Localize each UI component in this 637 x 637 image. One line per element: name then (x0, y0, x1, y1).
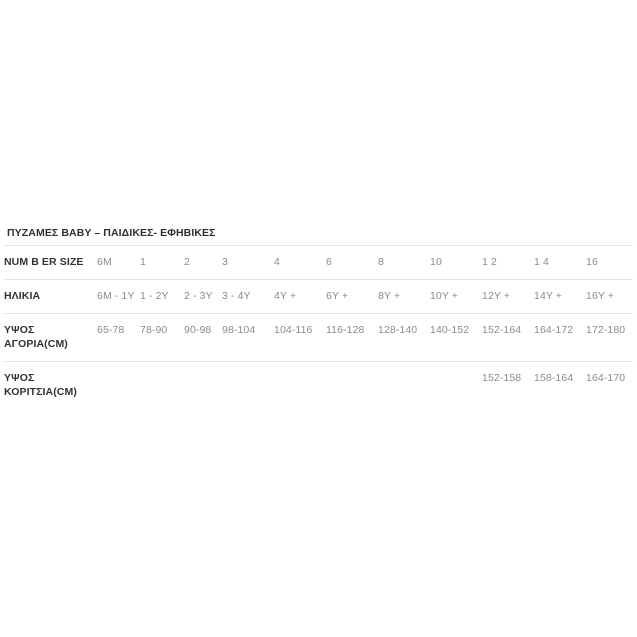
cell-number-size-0: 6M (97, 256, 112, 268)
cell-height-girls-2 (184, 362, 222, 410)
cell-height-boys-10: 172-180 (586, 324, 626, 336)
table-row: ΗΛΙΚΙΑ 6M - 1Y 1 - 2Y 2 - 3Y 3 - 4Y 4Y +… (4, 279, 633, 314)
cell-age-10: 16Y + (586, 290, 615, 302)
cell-number-size-10: 16 (586, 256, 598, 268)
cell-height-boys-7: 140-152 (430, 324, 470, 336)
cell-height-boys-8: 152-164 (482, 324, 522, 336)
cell-number-size-1: 1 (140, 256, 146, 268)
cell-number-size-5: 6 (326, 256, 332, 268)
size-chart: ΠΥΖΑΜΕΣ BABY – ΠΑΙΔΙΚΕΣ- ΕΦΗΒΙΚΕΣ NUM B … (4, 226, 633, 409)
cell-height-boys-5: 116-128 (326, 324, 365, 336)
cell-age-3: 3 - 4Y (222, 290, 251, 302)
cell-age-9: 14Y + (534, 290, 563, 302)
cell-age-4: 4Y + (274, 290, 297, 302)
cell-age-5: 6Y + (326, 290, 349, 302)
cell-height-girls-9: 158-164 (534, 372, 574, 384)
cell-height-boys-9: 164-172 (534, 324, 574, 336)
cell-age-0: 6M - 1Y (97, 290, 135, 302)
cell-number-size-2: 2 (184, 256, 190, 268)
cell-height-boys-1: 78-90 (140, 324, 168, 336)
cell-height-boys-0: 65-78 (97, 324, 125, 336)
cell-age-8: 12Y + (482, 290, 511, 302)
table-row: ΥΨΟΣ ΚΟΡΙΤΣΙΑ(CM) 152-158 158-164 164-17… (4, 361, 633, 410)
cell-height-boys-2: 90-98 (184, 324, 212, 336)
cell-height-girls-6 (378, 362, 430, 410)
cell-height-boys-4: 104-116 (274, 324, 313, 336)
cell-number-size-4: 4 (274, 256, 280, 268)
cell-height-girls-1 (140, 362, 184, 410)
row-label-number-size: NUM B ER SIZE (4, 256, 84, 268)
cell-height-girls-7 (430, 362, 482, 410)
cell-age-6: 8Y + (378, 290, 401, 302)
table-row: NUM B ER SIZE 6M 1 2 3 4 6 8 10 1 2 1 4 … (4, 245, 633, 280)
row-label-height-girls: ΥΨΟΣ ΚΟΡΙΤΣΙΑ(CM) (4, 372, 77, 398)
cell-height-boys-6: 128-140 (378, 324, 418, 336)
cell-number-size-6: 8 (378, 256, 384, 268)
cell-height-girls-3 (222, 362, 274, 410)
cell-height-girls-0 (97, 362, 140, 410)
page-title: ΠΥΖΑΜΕΣ BABY – ΠΑΙΔΙΚΕΣ- ΕΦΗΒΙΚΕΣ (7, 227, 216, 239)
row-label-age: ΗΛΙΚΙΑ (4, 290, 41, 302)
cell-height-boys-3: 98-104 (222, 324, 256, 336)
cell-height-girls-10: 164-170 (586, 372, 626, 384)
cell-height-girls-8: 152-158 (482, 372, 522, 384)
cell-age-7: 10Y + (430, 290, 459, 302)
cell-number-size-9: 1 4 (534, 256, 549, 268)
cell-age-1: 1 - 2Y (140, 290, 169, 302)
cell-height-girls-5 (326, 362, 378, 410)
cell-number-size-8: 1 2 (482, 256, 497, 268)
size-table: NUM B ER SIZE 6M 1 2 3 4 6 8 10 1 2 1 4 … (4, 245, 633, 409)
cell-height-girls-4 (274, 362, 326, 410)
cell-number-size-7: 10 (430, 256, 442, 268)
row-label-height-boys: ΥΨΟΣ ΑΓΟΡΙΑ(CM) (4, 324, 68, 350)
cell-number-size-3: 3 (222, 256, 228, 268)
table-row: ΥΨΟΣ ΑΓΟΡΙΑ(CM) 65-78 78-90 90-98 98-104… (4, 313, 633, 362)
cell-age-2: 2 - 3Y (184, 290, 213, 302)
